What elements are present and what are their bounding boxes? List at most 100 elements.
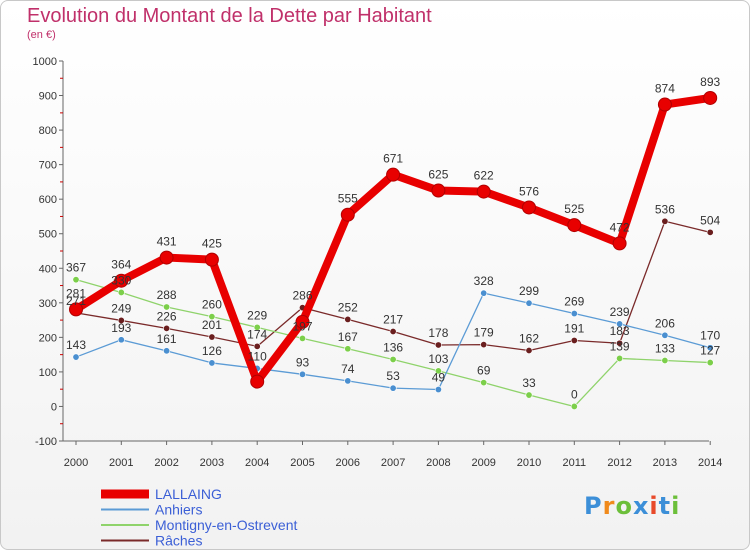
x-tick-label: 2010	[517, 457, 541, 469]
data-point	[612, 236, 627, 251]
data-label: 0	[571, 387, 578, 401]
data-point	[204, 252, 219, 267]
data-label: 874	[655, 82, 675, 96]
x-tick-label: 2009	[471, 457, 495, 469]
data-label: 555	[338, 192, 358, 206]
data-point	[657, 97, 672, 112]
data-label: 269	[564, 295, 584, 309]
data-label: 53	[386, 369, 400, 383]
data-point	[706, 228, 714, 236]
data-point	[72, 353, 80, 361]
data-point	[295, 314, 310, 329]
data-label: 201	[202, 318, 222, 332]
data-point	[250, 374, 265, 389]
data-point	[117, 288, 125, 296]
chart-subtitle: (en €)	[27, 29, 56, 41]
data-label: 364	[111, 258, 131, 272]
x-tick-label: 2004	[245, 457, 269, 469]
data-label: 330	[111, 273, 131, 287]
data-label: 249	[111, 301, 131, 315]
data-point	[570, 402, 578, 410]
y-tick-label: 600	[39, 194, 57, 206]
data-point	[298, 370, 306, 378]
y-tick-label: -100	[35, 436, 57, 448]
y-tick-label: 500	[39, 229, 57, 241]
data-label: 161	[157, 332, 177, 346]
data-label: 525	[564, 202, 584, 216]
data-point	[525, 346, 533, 354]
data-point	[159, 250, 174, 265]
data-point	[389, 355, 397, 363]
data-label: 93	[296, 355, 310, 369]
data-point	[570, 310, 578, 318]
data-point	[117, 336, 125, 344]
data-label: 286	[292, 289, 312, 303]
data-point	[476, 184, 491, 199]
chart-title: Evolution du Montant de la Dette par Hab…	[27, 5, 432, 27]
legend-label: Montigny-en-Ostrevent	[155, 517, 298, 533]
data-label: 239	[610, 305, 630, 319]
data-point	[661, 331, 669, 339]
data-point	[72, 276, 80, 284]
data-point	[69, 302, 83, 317]
y-tick-label: 900	[39, 91, 57, 103]
data-point	[706, 359, 714, 367]
x-tick-label: 2013	[653, 457, 677, 469]
data-point	[117, 316, 125, 324]
x-tick-label: 2005	[290, 457, 314, 469]
data-label: 893	[700, 75, 720, 89]
data-point	[344, 315, 352, 323]
data-point	[706, 344, 714, 352]
data-label: 162	[519, 331, 539, 345]
data-point	[525, 299, 533, 307]
data-label: 193	[111, 321, 131, 335]
data-point	[163, 347, 171, 355]
data-point	[114, 273, 129, 288]
data-label: 328	[474, 274, 494, 288]
data-point	[431, 183, 446, 198]
data-point	[389, 384, 397, 392]
data-point	[163, 303, 171, 311]
x-tick-label: 2003	[200, 457, 224, 469]
data-point	[208, 333, 216, 341]
y-tick-label: 700	[39, 160, 57, 172]
data-point	[661, 217, 669, 225]
legend-label: LALLAING	[155, 486, 222, 502]
data-label: 179	[474, 326, 494, 340]
x-tick-label: 2002	[154, 457, 178, 469]
x-tick-label: 2012	[607, 457, 631, 469]
data-label: 103	[428, 352, 448, 366]
data-point	[208, 359, 216, 367]
data-point	[525, 391, 533, 399]
x-tick-label: 2006	[336, 457, 360, 469]
legend-label: Râches	[155, 533, 202, 549]
data-label: 127	[700, 344, 720, 358]
x-tick-label: 2000	[64, 457, 88, 469]
data-label: 126	[202, 344, 222, 358]
data-label: 367	[66, 261, 86, 275]
data-label: 431	[157, 235, 177, 249]
data-label: 625	[428, 168, 448, 182]
x-tick-label: 2007	[381, 457, 405, 469]
legend-label: Anhiers	[155, 502, 202, 518]
y-tick-label: 100	[39, 367, 57, 379]
data-point	[616, 320, 624, 328]
data-point	[434, 367, 442, 375]
data-point	[703, 90, 718, 105]
data-label: 174	[247, 327, 267, 341]
y-tick-label: 200	[39, 332, 57, 344]
data-point	[253, 323, 261, 331]
data-label: 74	[341, 362, 355, 376]
data-label: 139	[610, 339, 630, 353]
data-label: 110	[248, 349, 267, 363]
data-point	[389, 327, 397, 335]
data-point	[163, 324, 171, 332]
data-label: 472	[610, 220, 630, 234]
y-tick-label: 0	[51, 401, 57, 413]
data-point	[344, 377, 352, 385]
data-label: 281	[66, 286, 86, 300]
data-label: 133	[655, 342, 675, 356]
data-point	[208, 313, 216, 321]
